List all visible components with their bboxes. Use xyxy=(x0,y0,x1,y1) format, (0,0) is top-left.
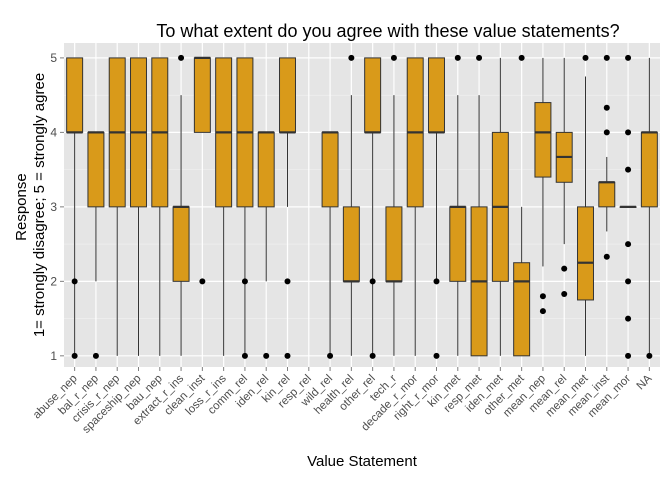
box-body xyxy=(449,206,467,282)
outlier-point xyxy=(348,54,355,61)
outlier-point xyxy=(284,278,291,285)
box-body xyxy=(428,57,445,133)
box-body xyxy=(342,206,360,282)
box-mean_inst xyxy=(598,54,616,260)
box-spaceship_nep xyxy=(130,57,147,356)
box-wild_rel xyxy=(321,131,339,359)
box-extract_r_ins xyxy=(172,54,190,356)
y-tick-label: 5 xyxy=(50,51,57,65)
outlier-point xyxy=(625,241,632,248)
outlier-point xyxy=(582,54,589,61)
box-other_rel xyxy=(364,57,382,359)
box-mean_rel xyxy=(555,57,573,298)
outlier-point xyxy=(625,352,632,359)
outlier-point xyxy=(625,166,632,173)
outlier-point xyxy=(603,253,610,260)
box-body xyxy=(513,262,531,357)
y-tick-label: 4 xyxy=(50,125,57,139)
outlier-point xyxy=(369,352,376,359)
outlier-point xyxy=(327,352,334,359)
outlier-point xyxy=(603,104,610,111)
box-body xyxy=(172,206,190,282)
box-kin_rel xyxy=(279,57,296,359)
y-axis-title-line-2: 1= strongly disagree; 5 = strongly agree xyxy=(31,73,48,337)
outlier-point xyxy=(625,278,632,285)
x-axis-title: Value Statement xyxy=(307,453,418,470)
box-NA xyxy=(640,57,658,359)
box-bau_nep xyxy=(151,57,169,356)
box-body xyxy=(577,206,594,301)
box-right_r_mor xyxy=(428,57,445,359)
box-other_met xyxy=(513,54,531,357)
x-tick-label: NA xyxy=(635,372,655,392)
box-bal_r_nep xyxy=(87,131,105,359)
box-body xyxy=(385,206,403,282)
outlier-point xyxy=(625,129,632,136)
outlier-point xyxy=(476,54,483,61)
box-mean_nep xyxy=(534,57,552,315)
outlier-point xyxy=(199,278,206,285)
box-body xyxy=(66,57,84,133)
outlier-point xyxy=(539,293,546,300)
y-axis-title: Response 1= strongly disagree; 5 = stron… xyxy=(13,73,48,337)
box-iden_rel xyxy=(257,131,275,359)
outlier-point xyxy=(603,54,610,61)
y-tick-label: 2 xyxy=(50,274,57,288)
outlier-point xyxy=(539,308,546,315)
outlier-point xyxy=(433,352,440,359)
outlier-point xyxy=(241,352,248,359)
outlier-point xyxy=(178,54,185,61)
x-axis-ticks: abuse_nepbal_r_nepcrisis_r_nepspaceship_… xyxy=(31,367,655,436)
box-crisis_r_nep xyxy=(108,57,126,356)
box-body xyxy=(640,131,658,208)
outlier-point xyxy=(241,278,248,285)
outlier-point xyxy=(561,291,568,298)
y-axis-ticks: 1 2 3 4 5 xyxy=(50,51,64,363)
y-axis-title-line-1: Response xyxy=(13,173,30,241)
box-body xyxy=(193,57,211,133)
outlier-point xyxy=(390,54,397,61)
box-body xyxy=(321,131,339,208)
outlier-point xyxy=(454,54,461,61)
outlier-point xyxy=(71,278,78,285)
box-body xyxy=(598,181,616,208)
box-body xyxy=(87,131,105,208)
box-body xyxy=(257,131,275,208)
outlier-point xyxy=(625,54,632,61)
outlier-point xyxy=(625,315,632,322)
box-resp_met xyxy=(470,54,488,357)
box-tech_r xyxy=(385,54,403,356)
y-tick-label: 1 xyxy=(50,349,57,363)
outlier-point xyxy=(71,352,78,359)
box-body xyxy=(364,57,382,133)
box-body xyxy=(279,57,296,133)
box-iden_met xyxy=(491,57,509,356)
outlier-point xyxy=(646,352,653,359)
chart-title: To what extent do you agree with these v… xyxy=(156,21,619,41)
box-loss_r_ins xyxy=(215,57,233,356)
outlier-point xyxy=(263,352,270,359)
box-clean_inst xyxy=(193,56,211,285)
outlier-point xyxy=(561,265,568,272)
box-series xyxy=(66,54,658,359)
box-abuse_nep xyxy=(66,57,84,359)
box-mean_met xyxy=(577,54,594,356)
box-health_rel xyxy=(342,54,360,356)
outlier-point xyxy=(369,278,376,285)
y-tick-label: 3 xyxy=(50,200,57,214)
box-comm_rel xyxy=(236,57,254,359)
box-body xyxy=(534,102,552,178)
outlier-point xyxy=(518,54,525,61)
outlier-point xyxy=(284,352,291,359)
box-kin_met xyxy=(449,54,467,356)
outlier-point xyxy=(603,129,610,136)
outlier-point xyxy=(92,352,99,359)
box-decade_r_mor xyxy=(406,57,424,356)
outlier-point xyxy=(433,278,440,285)
box-mean_mor xyxy=(619,54,637,359)
